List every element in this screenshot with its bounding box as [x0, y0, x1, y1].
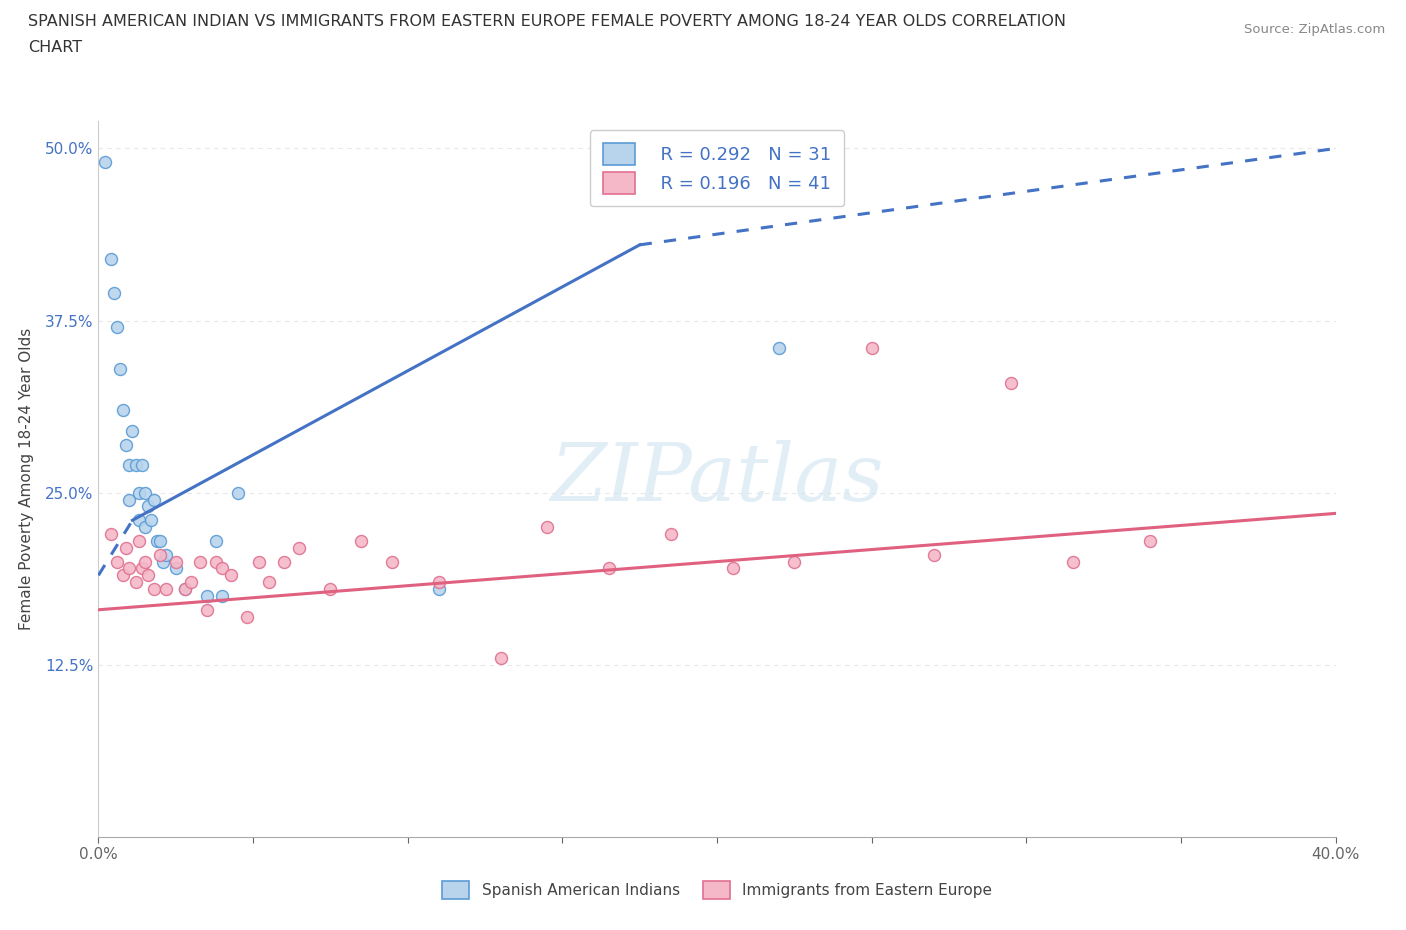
- Point: [124, 458, 146, 472]
- Point: [146, 534, 169, 549]
- Point: [1062, 554, 1084, 569]
- Point: [860, 340, 883, 355]
- Point: [100, 526, 122, 541]
- Point: [115, 437, 138, 452]
- Point: [112, 568, 135, 583]
- Point: [536, 520, 558, 535]
- Point: [288, 540, 311, 555]
- Point: [236, 609, 259, 624]
- Point: [131, 458, 153, 472]
- Point: [1139, 534, 1161, 549]
- Text: SPANISH AMERICAN INDIAN VS IMMIGRANTS FROM EASTERN EUROPE FEMALE POVERTY AMONG 1: SPANISH AMERICAN INDIAN VS IMMIGRANTS FR…: [28, 14, 1066, 29]
- Point: [350, 534, 373, 549]
- Text: Source: ZipAtlas.com: Source: ZipAtlas.com: [1244, 23, 1385, 36]
- Point: [174, 581, 197, 596]
- Point: [427, 581, 450, 596]
- Point: [205, 534, 228, 549]
- Point: [121, 423, 143, 438]
- Point: [149, 547, 172, 562]
- Point: [427, 575, 450, 590]
- Point: [136, 499, 159, 514]
- Point: [118, 458, 141, 472]
- Point: [128, 534, 150, 549]
- Point: [922, 547, 945, 562]
- Point: [257, 575, 280, 590]
- Point: [768, 340, 790, 355]
- Point: [226, 485, 249, 500]
- Point: [381, 554, 404, 569]
- Point: [721, 561, 744, 576]
- Point: [195, 589, 218, 604]
- Point: [1000, 375, 1022, 390]
- Point: [319, 581, 342, 596]
- Point: [136, 568, 159, 583]
- Point: [174, 581, 197, 596]
- Text: ZIPatlas: ZIPatlas: [550, 440, 884, 518]
- Point: [118, 492, 141, 507]
- Point: [155, 547, 177, 562]
- Point: [143, 492, 166, 507]
- Point: [115, 540, 138, 555]
- Point: [134, 485, 156, 500]
- Point: [211, 561, 233, 576]
- Point: [489, 651, 512, 666]
- Point: [149, 534, 172, 549]
- Point: [180, 575, 202, 590]
- Y-axis label: Female Poverty Among 18-24 Year Olds: Female Poverty Among 18-24 Year Olds: [18, 328, 34, 631]
- Point: [100, 251, 122, 266]
- Point: [598, 561, 620, 576]
- Point: [103, 286, 125, 300]
- Point: [152, 554, 174, 569]
- Legend: Spanish American Indians, Immigrants from Eastern Europe: Spanish American Indians, Immigrants fro…: [430, 869, 1004, 911]
- Point: [783, 554, 806, 569]
- Point: [165, 554, 187, 569]
- Point: [247, 554, 270, 569]
- Point: [118, 561, 141, 576]
- Point: [190, 554, 212, 569]
- Point: [112, 403, 135, 418]
- Point: [211, 589, 233, 604]
- Point: [128, 512, 150, 527]
- Point: [131, 561, 153, 576]
- Point: [139, 512, 162, 527]
- Point: [143, 581, 166, 596]
- Point: [205, 554, 228, 569]
- Point: [105, 554, 128, 569]
- Point: [128, 485, 150, 500]
- Point: [659, 526, 682, 541]
- Point: [124, 575, 146, 590]
- Point: [134, 554, 156, 569]
- Point: [93, 154, 115, 169]
- Point: [195, 603, 218, 618]
- Point: [108, 362, 131, 377]
- Point: [221, 568, 243, 583]
- Text: CHART: CHART: [28, 40, 82, 55]
- Point: [165, 561, 187, 576]
- Point: [155, 581, 177, 596]
- Point: [134, 520, 156, 535]
- Point: [273, 554, 295, 569]
- Point: [105, 320, 128, 335]
